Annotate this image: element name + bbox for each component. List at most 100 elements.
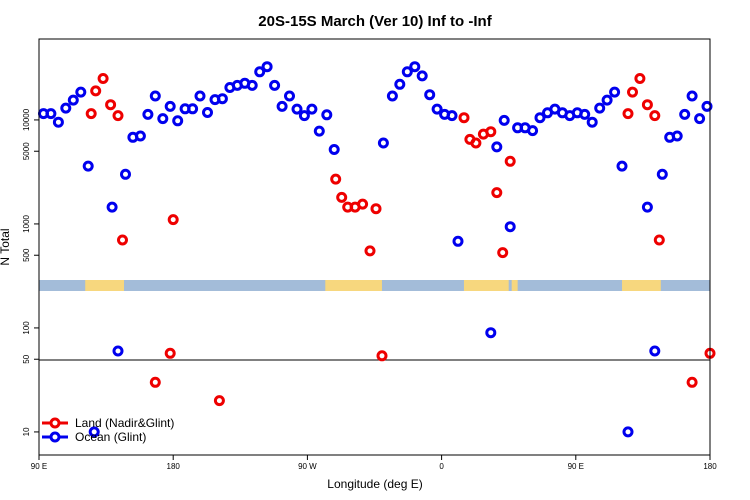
ocean-point-77 (694, 113, 706, 125)
ocean-point-35 (306, 103, 318, 115)
land-point-30 (649, 110, 661, 122)
x-axis: 90 E 180 90 W 0 90 E 180 (31, 455, 717, 471)
ocean-point-30 (269, 79, 281, 91)
ocean-point-52 (498, 114, 510, 126)
land-point-28 (634, 73, 646, 84)
legend-label-0: Land (Nadir&Glint) (75, 416, 174, 430)
y-tick-label-3: 500 (22, 248, 31, 262)
land-point-33 (686, 376, 698, 388)
x-axis-label: Longitude (deg E) (327, 477, 422, 491)
land-point-14 (357, 198, 369, 210)
ocean-point-34 (298, 110, 310, 122)
ocean-point-12 (134, 130, 146, 142)
ocean-point-65 (594, 102, 606, 114)
legend-marker-1 (49, 431, 61, 443)
chart-title: 20S-15S March (Ver 10) Inf to -Inf (258, 13, 492, 30)
y-tick-label-0: 10 (22, 427, 31, 436)
land-point-26 (622, 108, 634, 120)
series-land (85, 73, 716, 407)
land-mask-band (39, 280, 710, 291)
ocean-point-68 (616, 160, 628, 172)
land-point-4 (112, 110, 124, 122)
ocean-point-38 (328, 144, 340, 155)
ocean-point-56 (527, 125, 539, 137)
land-point-10 (330, 173, 342, 185)
ocean-point-42 (401, 66, 413, 78)
land-point-0 (85, 108, 97, 120)
ocean-point-44 (416, 70, 428, 82)
ocean-point-49 (452, 235, 464, 247)
y-axis: 10 50 100 500 1000 5000 10000 (22, 108, 39, 436)
ocean-point-76 (686, 90, 698, 102)
ocean-point-43 (409, 61, 421, 73)
ocean-point-69 (622, 426, 634, 438)
land-point-16 (370, 203, 382, 215)
ocean-point-51 (491, 141, 503, 153)
ocean-point-15 (157, 113, 169, 125)
ocean-point-63 (579, 108, 591, 120)
land-band-segment-4 (622, 280, 661, 291)
land-band-segment-2 (463, 280, 509, 291)
ocean-point-28 (254, 66, 266, 78)
land-band-segment-0 (85, 280, 124, 291)
ocean-point-33 (291, 103, 303, 115)
y-tick-label-6: 10000 (22, 108, 31, 131)
ocean-point-72 (656, 168, 668, 180)
series-ocean (38, 61, 713, 438)
y-axis-label: N Total (0, 228, 12, 265)
ocean-point-13 (142, 108, 154, 120)
ocean-point-48 (446, 110, 458, 122)
ocean-point-75 (679, 108, 691, 120)
ocean-point-14 (149, 90, 161, 102)
ocean-point-64 (586, 116, 598, 128)
ocean-point-16 (164, 100, 176, 112)
ocean-point-53 (504, 221, 516, 233)
data-points (38, 61, 716, 438)
land-point-3 (105, 99, 117, 111)
ocean-point-66 (601, 94, 613, 106)
ocean-point-1 (45, 108, 57, 120)
ocean-point-7 (88, 426, 100, 438)
land-point-9 (213, 395, 225, 407)
ocean-point-9 (112, 345, 124, 357)
x-tick-label-5: 180 (703, 462, 717, 471)
ocean-point-2 (52, 116, 64, 128)
ocean-point-10 (120, 168, 131, 180)
land-point-11 (336, 191, 348, 203)
ocean-point-6 (82, 160, 94, 172)
land-point-20 (470, 137, 482, 149)
plot-frame (38, 38, 711, 456)
land-point-1 (90, 85, 102, 97)
land-point-17 (376, 350, 388, 362)
x-tick-label-0: 90 E (31, 462, 47, 471)
ocean-point-37 (321, 109, 333, 121)
ocean-point-57 (534, 112, 546, 124)
legend-entry-0: Land (Nadir&Glint) (42, 416, 174, 430)
ocean-point-39 (377, 137, 389, 149)
ocean-point-23 (216, 93, 228, 105)
land-point-24 (497, 247, 509, 259)
ocean-point-5 (75, 86, 87, 98)
ocean-point-27 (246, 79, 258, 91)
ocean-point-21 (202, 107, 213, 118)
land-point-25 (504, 155, 516, 167)
ocean-point-45 (424, 89, 436, 101)
land-point-18 (458, 112, 470, 124)
land-point-31 (653, 234, 665, 246)
land-point-22 (485, 126, 497, 138)
y-tick-label-1: 50 (22, 354, 31, 363)
land-point-2 (97, 73, 109, 84)
land-point-15 (364, 245, 376, 257)
land-point-6 (167, 214, 179, 226)
land-point-27 (627, 86, 638, 98)
ocean-point-31 (276, 100, 288, 112)
ocean-point-32 (284, 90, 295, 102)
legend-label-1: Ocean (Glint) (75, 430, 146, 444)
ocean-point-67 (609, 86, 621, 98)
legend: Land (Nadir&Glint)Ocean (Glint) (42, 416, 174, 444)
ocean-point-78 (701, 100, 713, 112)
ocean-point-19 (187, 103, 199, 115)
x-tick-label-2: 90 W (298, 462, 317, 471)
land-point-7 (164, 347, 176, 359)
